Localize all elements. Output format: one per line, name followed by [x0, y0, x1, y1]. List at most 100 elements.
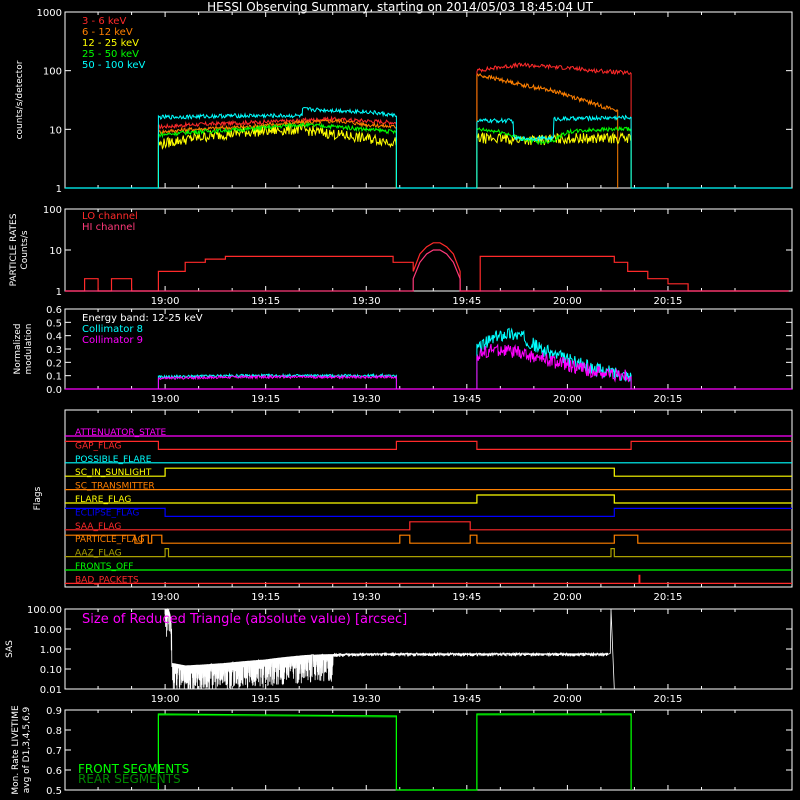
flag-label: AAZ_FLAG: [75, 549, 122, 559]
counts-frame: [64, 11, 793, 189]
counts-legend-entry: 12 - 25 keV: [82, 38, 139, 49]
modulation-ytick-label: 0.5: [46, 318, 62, 329]
counts-ytick-label: 100: [43, 67, 62, 78]
modulation-xtick-label: 19:30: [352, 394, 381, 405]
modulation-ytick-label: 0.3: [46, 345, 62, 356]
sas-xtick-label: 19:00: [151, 694, 180, 705]
livetime-ytick-label: 0.9: [46, 706, 62, 717]
livetime-ylabel: Mon. Rate LIVETIME: [11, 705, 21, 795]
flags-xtick-label: 19:00: [151, 592, 180, 603]
livetime-series-1: [157, 714, 632, 791]
particle-ytick-label: 10: [49, 246, 62, 257]
flag-line-flare-flag: [65, 494, 792, 504]
flag-label: ECLIPSE_FLAG: [75, 508, 139, 518]
particle-frame: [64, 208, 793, 292]
particle-xtick-label: 19:15: [251, 296, 280, 307]
livetime-ytick-label: 0.8: [46, 726, 62, 737]
particle-ytick-label: 100: [43, 205, 62, 216]
flag-line-particle-flag: [65, 534, 792, 544]
livetime-legend-entry: REAR SEGMENTS: [78, 772, 181, 786]
flags-xtick-label: 19:45: [452, 592, 481, 603]
particle-xtick-label: 20:15: [654, 296, 683, 307]
modulation-xtick-label: 19:15: [251, 394, 280, 405]
sas-ytick-label: 1.00: [40, 645, 62, 656]
livetime-ylabel: avg of D1,3,4,5,6,9: [22, 706, 32, 793]
modulation-legend-entry: Collimator 9: [82, 335, 143, 346]
counts-series-3-segment: [476, 125, 632, 188]
modulation-legend-header: Energy band: 12-25 keV: [82, 313, 203, 324]
modulation-ytick-label: 0.6: [46, 305, 62, 316]
counts-legend-entry: 25 - 50 keV: [82, 49, 139, 60]
modulation-series-1-segment: [476, 343, 632, 389]
particle-legend-entry: HI channel: [82, 222, 135, 233]
modulation-legend-entry: Collimator 8: [82, 324, 143, 335]
counts-series-4-segment: [157, 106, 397, 188]
sas-xtick-label: 19:15: [251, 694, 280, 705]
modulation-xtick-label: 19:45: [452, 394, 481, 405]
flag-line-saa-flag: [65, 521, 792, 531]
modulation-xtick-label: 20:15: [654, 394, 683, 405]
modulation-ytick-label: 0.0: [46, 385, 62, 396]
counts-ytick-label: 1: [56, 184, 62, 195]
flag-line-eclipse-flag: [65, 507, 792, 518]
flag-line-sc-in-sunlight: [65, 467, 792, 477]
livetime-ytick-label: 0.5: [46, 786, 62, 797]
modulation-ytick-label: 0.1: [46, 372, 62, 383]
modulation-ytick-label: 0.2: [46, 358, 62, 369]
counts-series-4-segment: [476, 114, 632, 188]
counts-series-0-segment: [476, 62, 632, 188]
sas-ytick-label: 0.10: [40, 665, 62, 676]
counts-series-0-segment: [157, 115, 397, 188]
sas-ytick-label: 0.01: [40, 685, 62, 696]
particle-ytick-label: 1: [56, 287, 62, 298]
modulation-series-1-segment: [157, 374, 397, 389]
particle-xtick-label: 20:00: [553, 296, 582, 307]
sas-ytick-label: 10.00: [33, 625, 62, 636]
particle-series-1: [65, 249, 789, 292]
sas-xtick-label: 19:30: [352, 694, 381, 705]
counts-ytick-label: 1000: [37, 8, 62, 19]
flags-ylabel: Flags: [33, 486, 43, 510]
modulation-xtick-label: 19:00: [151, 394, 180, 405]
flag-label: FRONTS_OFF: [75, 562, 133, 572]
flags-xtick-label: 20:15: [654, 592, 683, 603]
flag-label: SC_TRANSMITTER: [75, 482, 155, 492]
particle-legend-entry: LO channel: [82, 211, 138, 222]
flag-label: SC_IN_SUNLIGHT: [75, 468, 152, 478]
flags-xtick-label: 19:30: [352, 592, 381, 603]
modulation-ylabel: Normalized: [13, 323, 23, 374]
livetime-ytick-label: 0.7: [46, 746, 62, 757]
sas-ylabel: SAS: [5, 640, 15, 658]
flag-label: BAD_PACKETS: [75, 575, 139, 585]
flags-xtick-label: 20:00: [553, 592, 582, 603]
particle-ylabel: PARTICLE RATES: [9, 213, 19, 286]
flag-label: SAA_FLAG: [75, 522, 121, 532]
counts-legend-entry: 3 - 6 keV: [82, 16, 126, 27]
sas-xtick-label: 20:00: [553, 694, 582, 705]
modulation-ytick-label: 0.4: [46, 332, 62, 343]
counts-ylabel: counts/s/detector: [15, 60, 25, 139]
counts-legend-entry: 50 - 100 keV: [82, 60, 146, 71]
sas-annotation: Size of Reduced Triangle (absolute value…: [82, 612, 407, 627]
particle-xtick-label: 19:45: [452, 296, 481, 307]
counts-series-2-segment: [157, 123, 397, 188]
flag-label: GAP_FLAG: [75, 441, 121, 451]
counts-series-3-segment: [157, 121, 397, 188]
flags-xtick-label: 19:15: [251, 592, 280, 603]
particle-xtick-label: 19:00: [151, 296, 180, 307]
flag-line-gap-flag: [65, 440, 792, 450]
page-title: HESSI Observing Summary, starting on 201…: [207, 0, 593, 14]
sas-xtick-label: 20:15: [654, 694, 683, 705]
flag-label: PARTICLE_FLAG: [75, 535, 145, 545]
modulation-xtick-label: 20:00: [553, 394, 582, 405]
counts-legend-entry: 6 - 12 keV: [82, 27, 133, 38]
counts-ytick-label: 10: [49, 125, 62, 136]
flag-line-bad-packets: [65, 574, 792, 585]
livetime-legend-entry: FRONT SEGMENTS: [78, 762, 189, 776]
counts-series-2-segment: [476, 131, 632, 188]
particle-series-0: [65, 242, 789, 292]
sas-series: [164, 608, 615, 690]
flags-frame: [64, 409, 793, 588]
